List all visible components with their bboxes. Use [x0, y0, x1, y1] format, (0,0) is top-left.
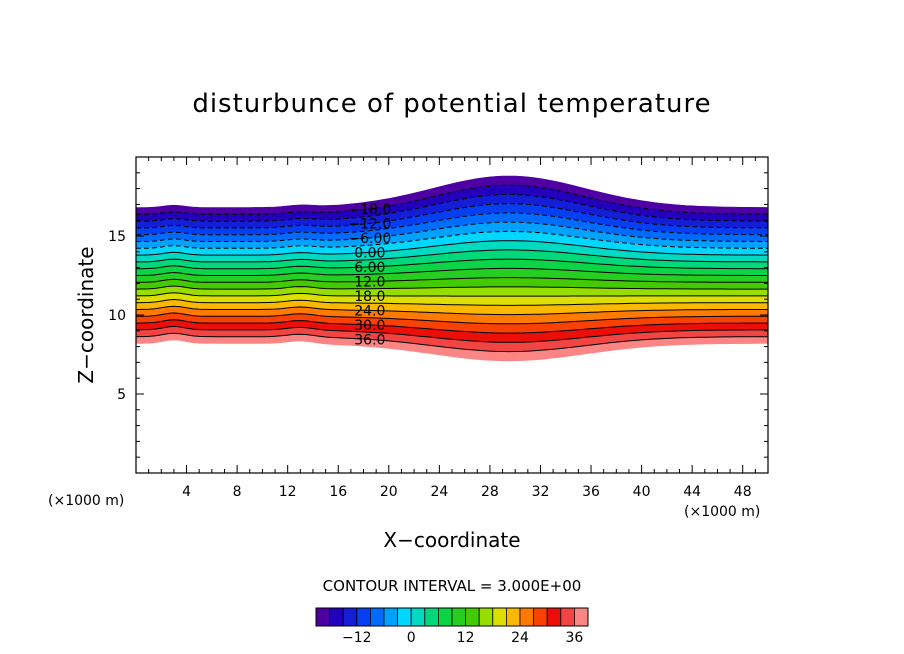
- contour-line: [136, 332, 768, 353]
- contour-line-layer: [135, 184, 769, 353]
- colorbar-tick-label: 36: [565, 630, 583, 646]
- x-tick-label: 28: [481, 484, 499, 500]
- colorbar-tick-label: 24: [511, 630, 529, 646]
- colorbar-segment: [329, 607, 344, 627]
- contour-line: [135, 305, 768, 316]
- contour-line: [136, 184, 769, 215]
- colorbar-segment: [546, 607, 562, 627]
- x-tick-label: 32: [532, 484, 550, 500]
- contour-label: −18.0: [348, 202, 391, 218]
- colorbar-segment: [478, 607, 494, 627]
- contour-line: [136, 267, 768, 276]
- contour-label: 30.0: [354, 318, 385, 334]
- contour-label: 6.00: [354, 260, 385, 276]
- y-tick-label: 10: [108, 308, 126, 324]
- contour-line: [135, 319, 768, 334]
- x-unit-right: (×1000 m): [684, 504, 760, 520]
- contour-label: 12.0: [354, 274, 385, 290]
- contour-label: 0.00: [354, 245, 385, 261]
- contour-line: [136, 212, 768, 236]
- chart-title: disturbunce of potential temperature: [192, 89, 711, 119]
- x-tick-label: 8: [233, 484, 242, 500]
- colorbar-segment: [424, 607, 439, 627]
- x-axis-label: X−coordinate: [383, 528, 520, 552]
- colorbar-tick-label: 12: [457, 630, 475, 646]
- colorbar-segment: [383, 607, 399, 627]
- colorbar-segment: [560, 607, 575, 627]
- colorbar-segment: [397, 607, 412, 627]
- contour-line: [136, 193, 769, 222]
- colorbar-segment: [369, 607, 385, 627]
- contour-line: [135, 312, 768, 325]
- x-tick-label: 20: [380, 484, 398, 500]
- contour-line: [135, 292, 768, 297]
- colorbar-segment: [519, 607, 535, 627]
- colorbar-tick-label: 0: [407, 630, 416, 646]
- x-tick-label: 44: [683, 484, 701, 500]
- contour-line: [135, 285, 768, 290]
- contour-line: [136, 249, 768, 263]
- contour-label: 36.0: [354, 332, 385, 348]
- contour-label: −6.00: [348, 231, 391, 247]
- colorbar-segment: [437, 607, 453, 627]
- contour-line: [136, 203, 769, 229]
- colorbar-segment: [492, 607, 507, 627]
- x-tick-label: 16: [329, 484, 347, 500]
- colorbar-segment: [410, 607, 426, 627]
- contour-line: [136, 277, 768, 283]
- x-tick-label: 48: [734, 484, 752, 500]
- colorbar: −12 0 12 24 36: [315, 607, 589, 646]
- contour-interval-text: CONTOUR INTERVAL = 3.000E+00: [323, 577, 582, 595]
- x-tick-label: 40: [633, 484, 651, 500]
- colorbar-segment: [342, 607, 358, 627]
- x-tick-label: 36: [582, 484, 600, 500]
- contour-line: [136, 230, 768, 249]
- colorbar-segment: [315, 607, 331, 627]
- colorbar-segment: [574, 607, 589, 627]
- contour-label: 24.0: [354, 303, 385, 319]
- contour-line: [135, 298, 768, 306]
- colorbar-segment: [533, 607, 548, 627]
- x-tick-label: 4: [182, 484, 191, 500]
- colorbar-tick-label: −12: [342, 630, 372, 646]
- contour-line: [136, 325, 768, 343]
- y-axis-label: Z−coordinate: [74, 246, 98, 383]
- contour-label: 18.0: [354, 289, 385, 305]
- colorbar-segment: [356, 607, 371, 627]
- colorbar-segment: [505, 607, 521, 627]
- colorbar-segment: [451, 607, 467, 627]
- y-tick-label: 15: [108, 229, 126, 245]
- contour-line: [136, 240, 768, 256]
- contour-label: −12.0: [348, 216, 391, 232]
- x-unit-left: (×1000 m): [48, 493, 124, 509]
- colorbar-segment: [465, 607, 480, 627]
- contour-line: [136, 221, 768, 242]
- colorbar-frame: [315, 607, 589, 627]
- y-tick-label: 5: [117, 387, 126, 403]
- x-tick-label: 24: [430, 484, 448, 500]
- contour-label-layer: −18.0−12.0−6.000.006.0012.018.024.030.03…: [348, 202, 391, 349]
- x-tick-label: 12: [279, 484, 297, 500]
- contour-line: [136, 258, 768, 270]
